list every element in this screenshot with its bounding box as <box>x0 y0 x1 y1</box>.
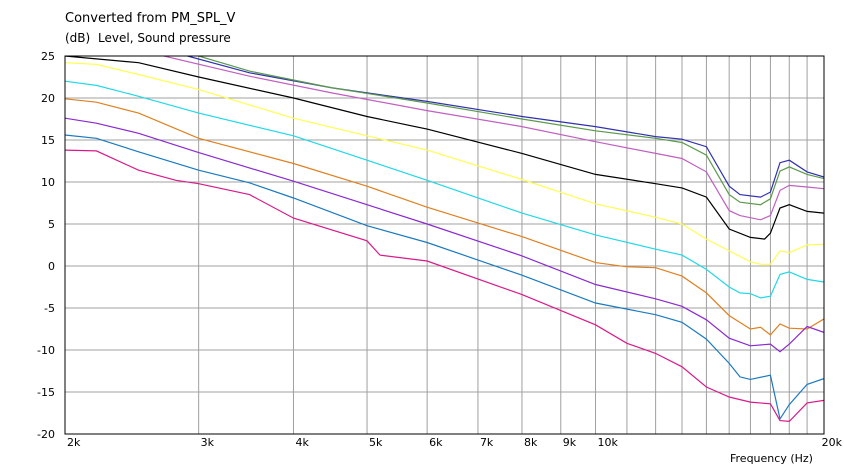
x-tick-label: 5k <box>369 436 383 449</box>
series-lines <box>65 56 824 423</box>
x-axis-title: Frequency (Hz) <box>730 452 813 465</box>
x-tick-label: 6k <box>429 436 443 449</box>
x-tick-labels: 2k 3k 4k 5k 6k 7k 8k 9k 10k 20k <box>67 436 843 449</box>
y-tick-label: -10 <box>37 344 55 357</box>
y-tick-label: 20 <box>41 92 55 105</box>
y-tick-label: -15 <box>37 386 55 399</box>
chart-subtitle: (dB) Level, Sound pressure <box>65 31 231 45</box>
x-tick-label: 10k <box>598 436 619 449</box>
y-unit-label: (dB) <box>65 31 91 45</box>
series-line <box>163 56 824 221</box>
y-tick-label: 0 <box>48 260 55 273</box>
y-tick-label: 10 <box>41 176 55 189</box>
y-tick-label: 5 <box>48 218 55 231</box>
series-line <box>65 56 824 240</box>
series-line <box>65 134 824 421</box>
series-line <box>65 80 824 299</box>
y-tick-label: 15 <box>41 134 55 147</box>
series-line <box>187 56 824 198</box>
x-tick-label: 3k <box>201 436 215 449</box>
x-tick-label: 20k <box>822 436 843 449</box>
series-line <box>65 117 824 353</box>
chart-title: Converted from PM_SPL_V <box>65 11 236 26</box>
y-tick-label: -20 <box>37 428 55 441</box>
y-tick-label: -5 <box>44 302 55 315</box>
plot-frame <box>64 55 825 435</box>
grid <box>64 55 825 435</box>
series-line <box>65 98 824 336</box>
y-tick-label: 25 <box>41 50 55 63</box>
series-line <box>198 56 824 206</box>
series-line <box>65 149 824 423</box>
x-tick-label: 2k <box>67 436 81 449</box>
y-quantity-label: Level, Sound pressure <box>98 31 231 45</box>
x-tick-label: 7k <box>480 436 494 449</box>
x-tick-label: 4k <box>295 436 309 449</box>
x-tick-label: 9k <box>563 436 577 449</box>
y-tick-labels: 25 20 15 10 5 0 -5 -10 -15 -20 <box>37 50 55 441</box>
x-tick-label: 8k <box>524 436 538 449</box>
series-line <box>65 62 824 265</box>
